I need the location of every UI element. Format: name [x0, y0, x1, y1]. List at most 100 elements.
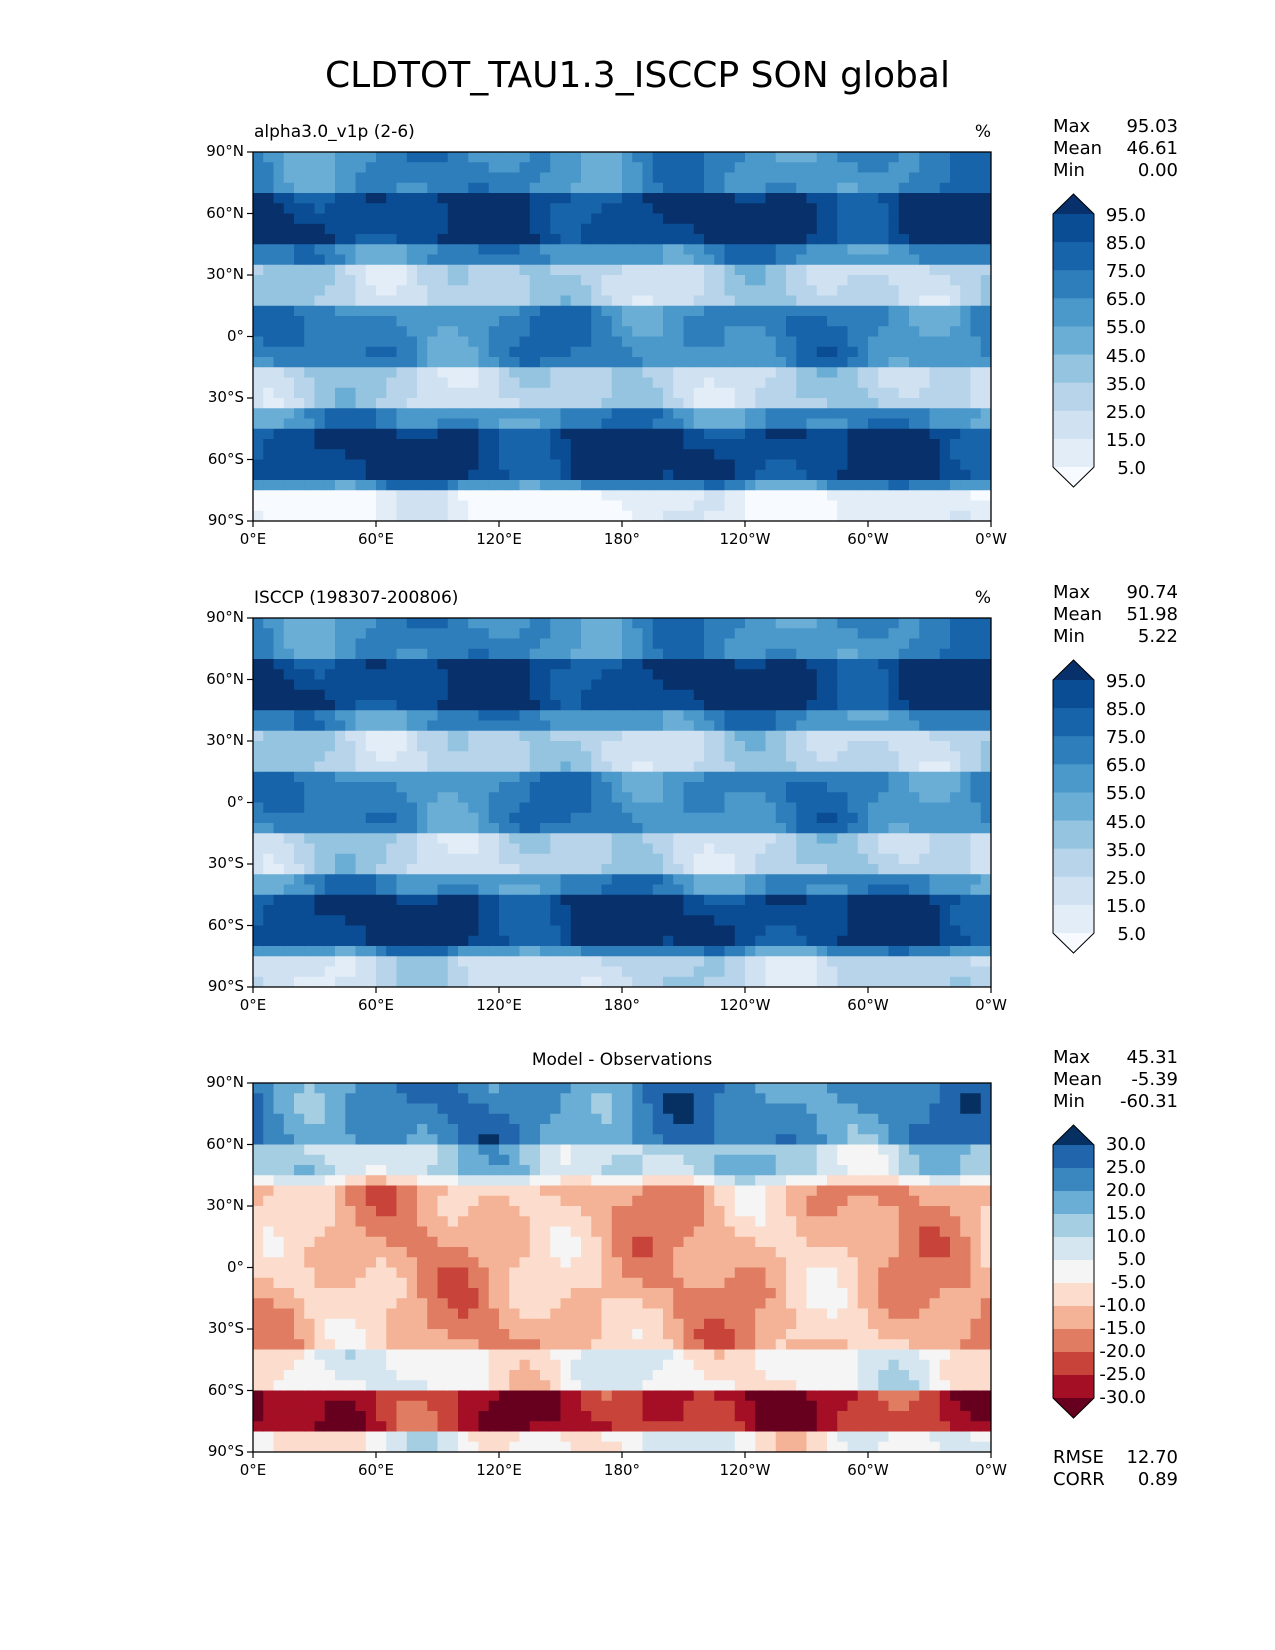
map-cell: [488, 823, 500, 834]
map-cell: [355, 182, 367, 194]
map-cell: [816, 823, 828, 834]
map-cell: [499, 823, 510, 834]
map-cell: [652, 884, 664, 896]
map-cell: [724, 812, 736, 824]
map-cell: [755, 700, 767, 711]
map-cell: [724, 730, 736, 742]
map-cell: [376, 193, 387, 204]
map-cell: [253, 741, 264, 752]
map-cell: [324, 771, 336, 783]
map-cell: [365, 234, 377, 245]
map-cell: [939, 264, 951, 276]
map-cell: [365, 751, 377, 763]
map-cell: [499, 925, 510, 937]
map-cell: [622, 193, 633, 204]
map-cell: [509, 357, 521, 368]
map-cell: [253, 679, 264, 691]
map-cell: [253, 428, 264, 440]
map-cell: [283, 843, 295, 855]
map-cell: [304, 792, 316, 804]
map-cell: [304, 193, 316, 204]
map-cell: [786, 812, 797, 824]
map-cell: [632, 689, 644, 701]
map-cell: [427, 956, 439, 968]
map-cell: [570, 843, 582, 855]
map-cell: [847, 792, 859, 804]
map-cell: [632, 387, 644, 399]
map-cell: [786, 367, 797, 379]
map-cell: [458, 223, 469, 235]
map-cell: [796, 408, 808, 420]
map-cell: [519, 500, 531, 512]
map-cell: [447, 428, 459, 440]
map-cell: [806, 669, 818, 681]
map-cell: [724, 894, 736, 906]
map-cell: [376, 408, 387, 420]
map-cell: [601, 700, 613, 711]
map-cell: [263, 679, 275, 691]
map-cell: [745, 935, 756, 947]
map-cell: [929, 336, 941, 348]
map-cell: [827, 469, 838, 481]
map-cell: [273, 741, 285, 752]
map-cell: [827, 152, 838, 163]
map-cell: [355, 659, 367, 670]
map-cell: [488, 905, 500, 916]
map-cell: [755, 884, 767, 896]
map-cell: [324, 864, 336, 875]
map-cell: [417, 915, 428, 927]
map-cell: [447, 751, 459, 763]
map-cell: [550, 203, 562, 215]
map-cell: [857, 418, 869, 430]
map-cell: [437, 638, 449, 650]
map-cell: [324, 459, 336, 471]
map-cell: [837, 500, 849, 512]
map-cell: [601, 853, 613, 865]
map-cell: [294, 628, 305, 640]
map-cell: [960, 162, 972, 174]
map-cell: [509, 823, 521, 834]
map-cell: [314, 490, 326, 502]
map-cell: [458, 213, 469, 225]
map-cell: [540, 628, 551, 640]
map-cell: [663, 874, 674, 886]
map-cell: [642, 915, 654, 927]
map-cell: [314, 966, 326, 978]
map-cell: [714, 326, 726, 338]
map-cell: [499, 956, 510, 968]
map-cell: [540, 730, 551, 742]
map-cell: [345, 935, 357, 947]
map-cell: [304, 408, 316, 420]
map-cell: [611, 377, 623, 389]
map-cell: [519, 459, 531, 471]
map-cell: [704, 408, 715, 420]
map-cell: [622, 213, 633, 225]
map-cell: [499, 285, 510, 297]
map-cell: [458, 935, 469, 947]
map-cell: [806, 905, 818, 916]
map-cell: [324, 976, 336, 987]
map-cell: [683, 387, 695, 399]
map-cell: [540, 976, 551, 987]
map-cell: [253, 730, 264, 742]
map-cell: [365, 480, 377, 491]
map-cell: [704, 874, 715, 886]
map-cell: [786, 346, 797, 358]
map-cell: [581, 316, 592, 327]
map-cell: [714, 884, 726, 896]
map-cell: [745, 336, 756, 348]
map-cell: [396, 172, 408, 184]
map-cell: [847, 357, 859, 368]
map-cell: [929, 469, 941, 481]
map-cell: [355, 802, 367, 814]
map-cell: [847, 843, 859, 855]
map-cell: [755, 264, 767, 276]
map-cell: [745, 275, 756, 286]
map-cell: [253, 305, 264, 317]
map-cell: [857, 956, 869, 968]
map-cell: [980, 510, 991, 521]
map-cell: [622, 751, 633, 763]
map-cell: [427, 193, 439, 204]
map-cell: [652, 387, 664, 399]
map-cell: [919, 377, 931, 389]
